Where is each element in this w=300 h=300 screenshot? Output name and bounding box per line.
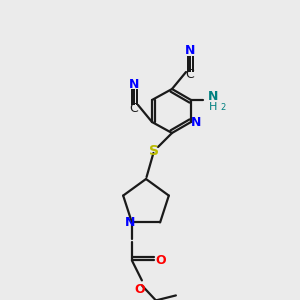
Text: N: N <box>129 77 139 91</box>
Text: C: C <box>186 68 194 82</box>
Text: O: O <box>156 254 166 267</box>
Text: 2: 2 <box>220 103 225 112</box>
Text: O: O <box>135 283 145 296</box>
Text: N: N <box>208 91 218 103</box>
Text: N: N <box>185 44 195 58</box>
Text: S: S <box>149 144 159 158</box>
Text: H: H <box>209 102 217 112</box>
Text: C: C <box>130 101 138 115</box>
Text: N: N <box>125 216 135 229</box>
Text: N: N <box>191 116 201 130</box>
